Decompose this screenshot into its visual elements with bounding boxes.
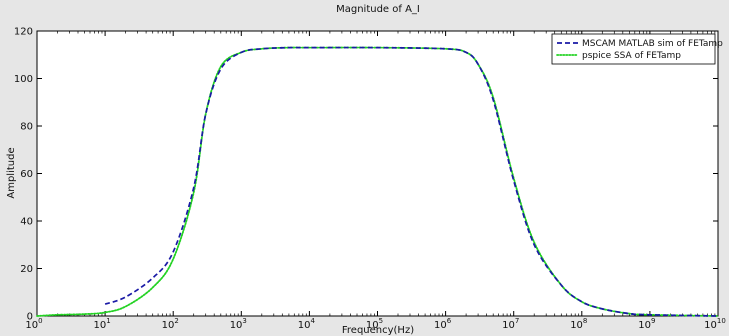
x-tick-label: 1010 [704, 317, 726, 331]
x-tick-label-exponent: 3 [242, 317, 246, 325]
legend-label-1: pspice SSA of FETamp [582, 51, 681, 61]
x-tick-label-base: 10 [230, 320, 243, 331]
x-tick-label: 105 [366, 317, 383, 331]
legend-box [551, 33, 716, 65]
x-tick-label-base: 10 [298, 320, 311, 331]
x-tick-label: 100 [25, 317, 42, 331]
x-tick-label-exponent: 6 [447, 317, 452, 325]
x-tick-label-exponent: 7 [515, 317, 519, 325]
x-axis-label: Frequency(Hz) [342, 325, 414, 336]
series-line-0 [104, 46, 719, 317]
y-tick-label: 80 [20, 122, 33, 133]
y-tick-label: 40 [20, 217, 33, 228]
x-tick-label-base: 10 [502, 320, 515, 331]
x-tick-label-exponent: 1 [106, 317, 110, 325]
x-tick-label-exponent: 8 [583, 317, 587, 325]
chart-title: Magnitude of A_I [336, 4, 420, 15]
x-tick-label-base: 10 [704, 320, 717, 331]
x-tick-label-base: 10 [162, 320, 175, 331]
x-tick-label-base: 10 [366, 320, 379, 331]
y-tick-label: 100 [14, 74, 33, 85]
x-tick-label-exponent: 9 [651, 317, 655, 325]
y-axis-label: Amplitude [6, 147, 17, 198]
x-tick-label-base: 10 [434, 320, 447, 331]
x-tick-label: 104 [298, 317, 316, 331]
x-tick-label: 103 [230, 317, 247, 331]
x-tick-label: 102 [162, 317, 179, 331]
x-tick-label: 106 [434, 317, 452, 331]
y-tick-label: 20 [20, 264, 33, 275]
chart-title-text: Magnitude of A_I [336, 4, 420, 15]
y-tick-label: 60 [20, 169, 33, 180]
x-tick-label-exponent: 2 [174, 317, 178, 325]
x-tick-label: 108 [570, 317, 587, 331]
x-tick-label-exponent: 4 [311, 317, 316, 325]
plot-area [36, 30, 719, 317]
y-tick-label: 120 [14, 27, 33, 38]
x-tick-label-exponent: 0 [38, 317, 42, 325]
legend: MSCAM MATLAB sim of FETamp pspice SSA of … [551, 33, 723, 65]
x-tick-label: 107 [502, 317, 519, 331]
x-tick-label-base: 10 [93, 320, 106, 331]
x-tick-label-base: 10 [638, 320, 651, 331]
x-tick-label-base: 10 [570, 320, 583, 331]
y-tick-label: 0 [27, 312, 33, 323]
x-tick-label-base: 10 [25, 320, 38, 331]
x-tick-label: 109 [638, 317, 655, 331]
x-tick-label-exponent: 5 [379, 317, 383, 325]
x-tick-label-exponent: 10 [717, 317, 726, 325]
x-tick-label: 101 [93, 317, 110, 331]
legend-label-0: MSCAM MATLAB sim of FETamp [582, 39, 723, 49]
